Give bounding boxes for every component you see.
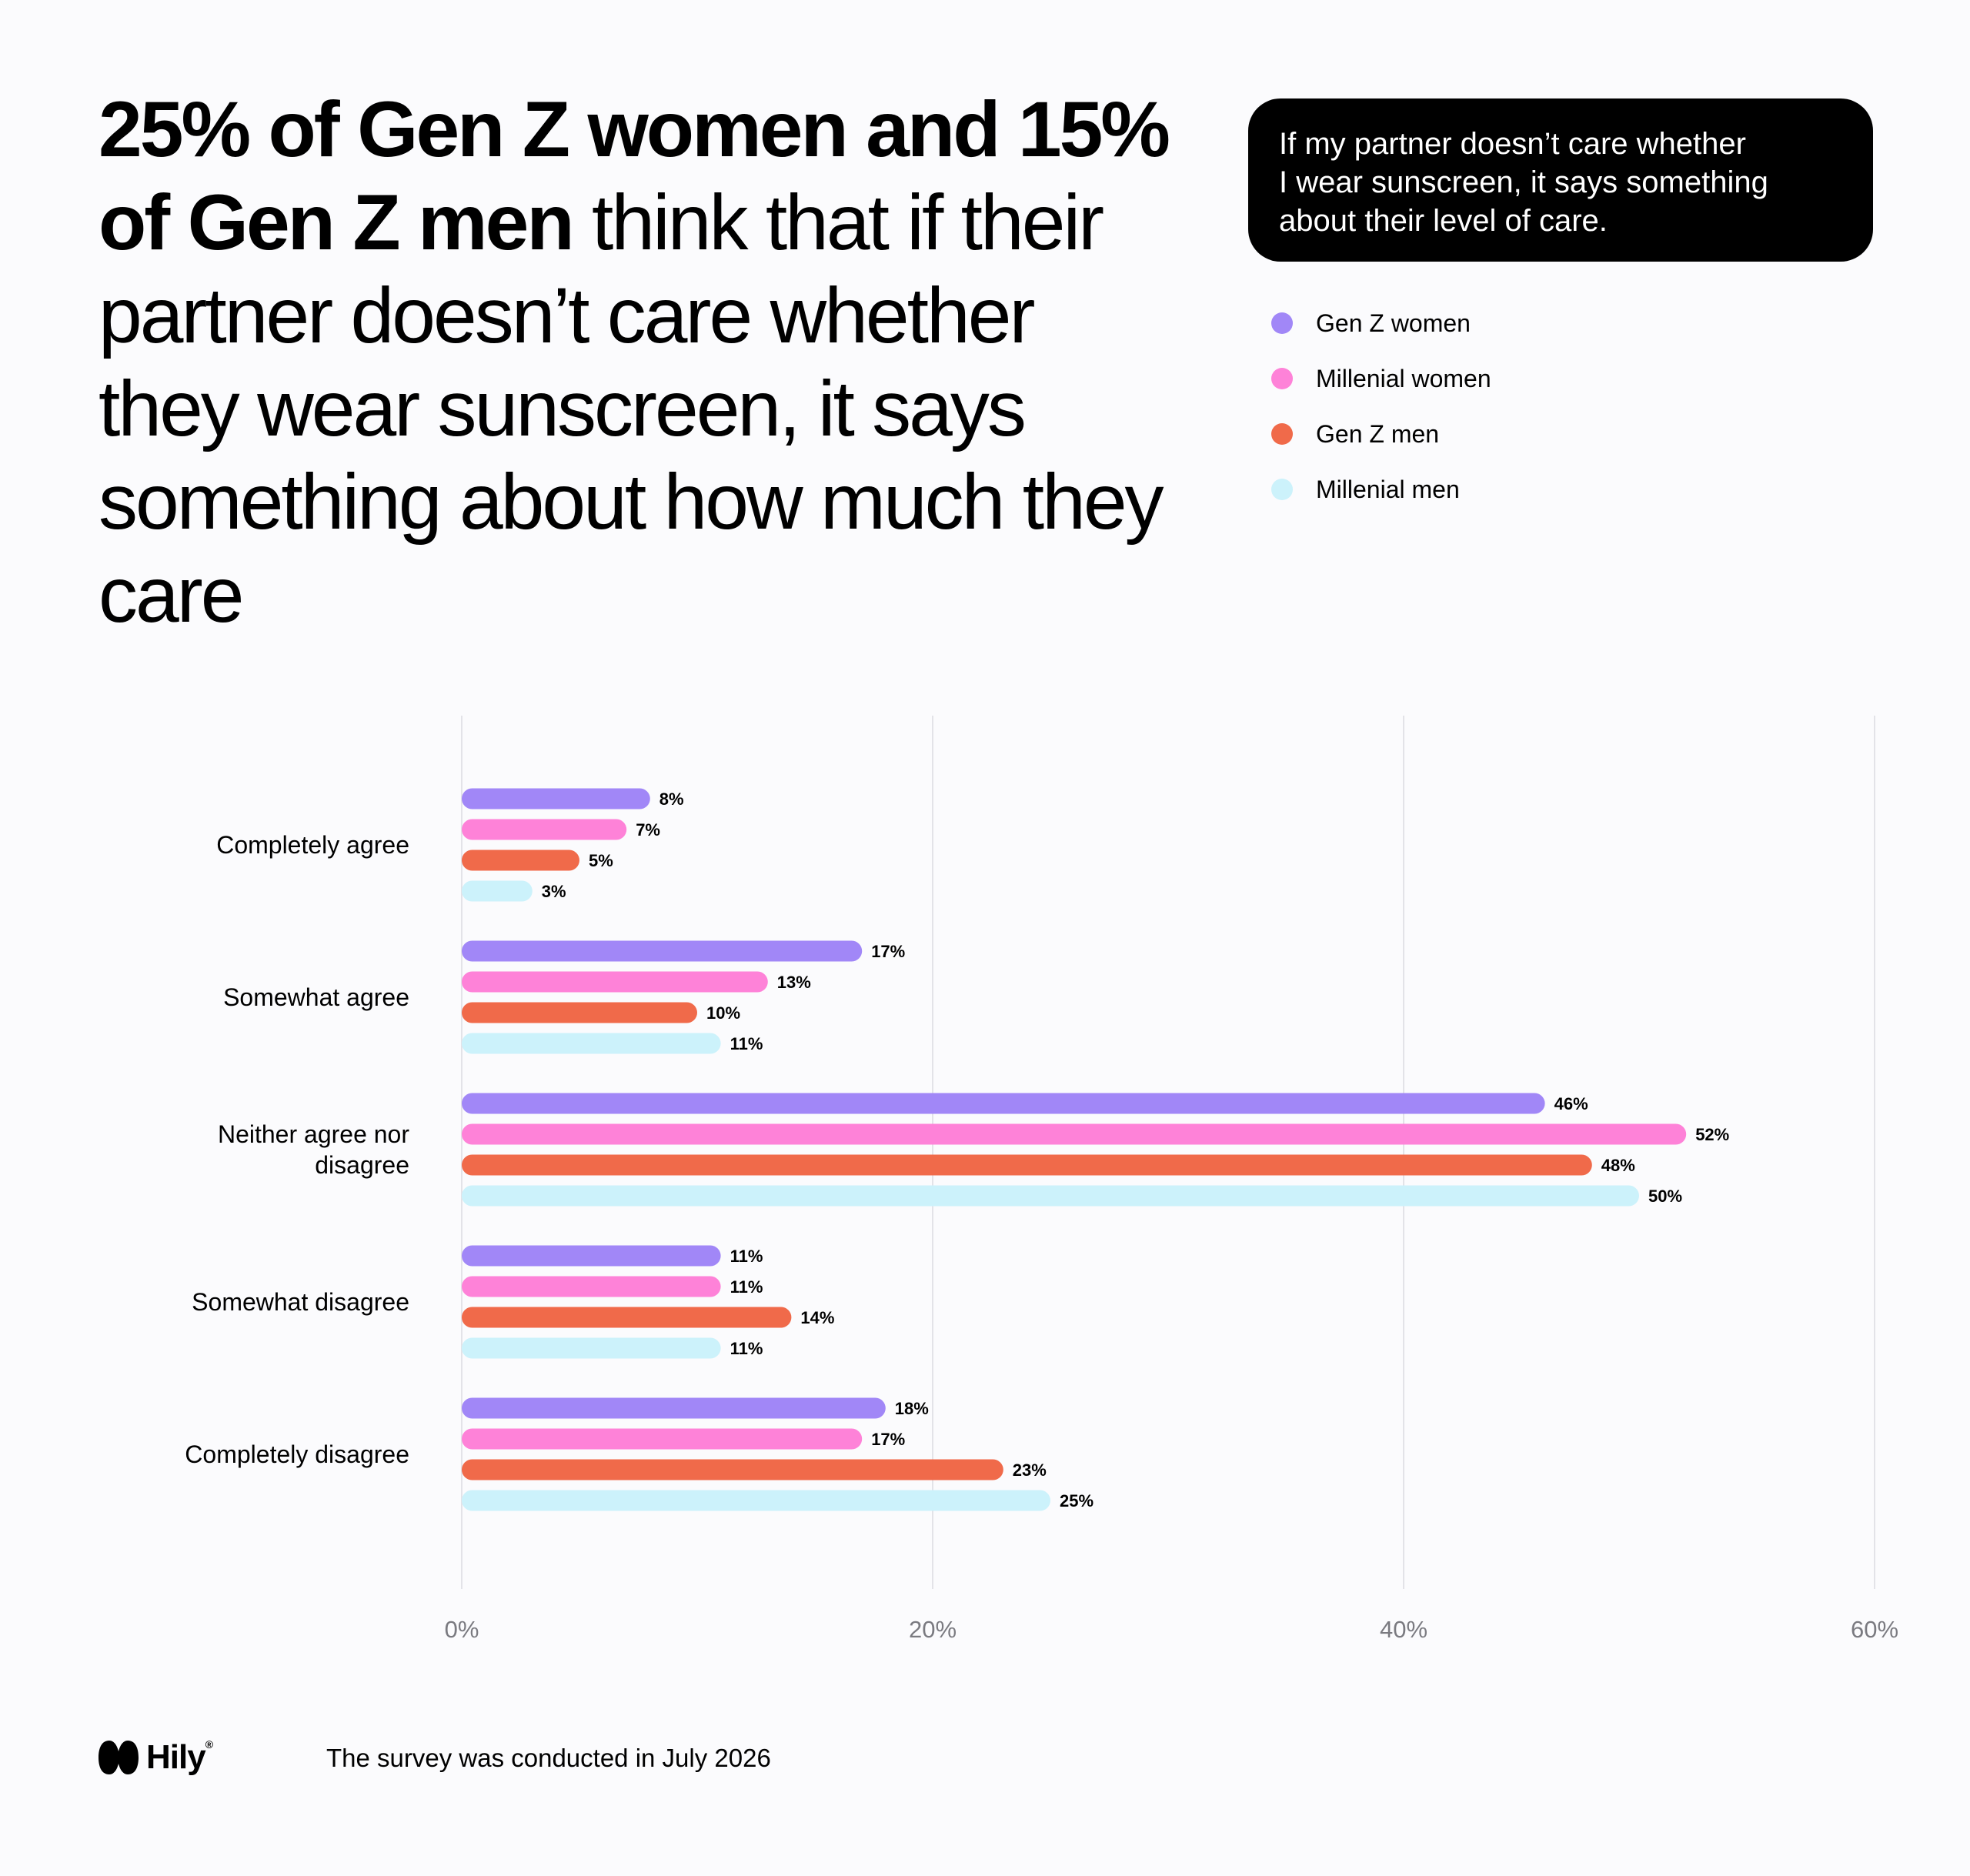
x-tick-label: 60% xyxy=(1851,1616,1898,1643)
bar xyxy=(462,1123,1687,1145)
data-label: 5% xyxy=(589,851,613,870)
data-label: 13% xyxy=(777,973,811,992)
data-label: 11% xyxy=(730,1034,763,1053)
survey-footnote: The survey was conducted in July 2026 xyxy=(326,1744,771,1772)
headline-regular: think that if their partner doesn’t care… xyxy=(98,179,1164,639)
bar xyxy=(462,850,579,871)
legend-swatch xyxy=(1271,312,1293,334)
legend-label: Gen Z women xyxy=(1316,309,1471,337)
data-label: 11% xyxy=(730,1247,763,1266)
bar xyxy=(462,1154,1592,1176)
bar xyxy=(462,1490,1050,1511)
bar xyxy=(462,1033,721,1054)
headline: 25% of Gen Z women and 15% of Gen Z men … xyxy=(98,83,1191,642)
legend-item-millenial-men: Millenial men xyxy=(1271,462,1491,517)
bar xyxy=(462,1093,1545,1114)
bar xyxy=(462,1397,886,1419)
bar-chart: 0% 20% 40% 60% Completely agree 8% 7% 5% 3% Somew… xyxy=(185,716,1898,1643)
data-label: 11% xyxy=(730,1339,763,1358)
bar xyxy=(462,1185,1639,1207)
category-label: Somewhat agree xyxy=(223,983,409,1011)
x-tick-label: 40% xyxy=(1380,1616,1427,1643)
logo-word: Hily xyxy=(146,1738,206,1776)
bar xyxy=(462,788,650,809)
legend-item-gen-z-men: Gen Z men xyxy=(1271,406,1491,462)
bar xyxy=(462,880,533,902)
question-line: I wear sunscreen, it says something xyxy=(1279,165,1768,199)
data-label: 11% xyxy=(730,1277,763,1297)
legend-item-millenial-women: Millenial women xyxy=(1271,351,1491,406)
question-box: If my partner doesn’t care whether I wea… xyxy=(1248,98,1873,262)
registered-mark: ® xyxy=(205,1738,213,1751)
bar xyxy=(462,1245,721,1267)
legend-label: Gen Z men xyxy=(1316,419,1440,448)
legend-label: Millenial women xyxy=(1316,364,1491,392)
logo-text: Hily® xyxy=(146,1738,213,1777)
legend-item-gen-z-women: Gen Z women xyxy=(1271,295,1491,351)
category-label: Completely disagree xyxy=(185,1440,409,1468)
bar xyxy=(462,1307,792,1328)
data-label: 52% xyxy=(1695,1125,1729,1144)
x-tick-label: 0% xyxy=(445,1616,479,1643)
x-tick-label: 20% xyxy=(909,1616,957,1643)
hily-logo: Hily® xyxy=(98,1737,213,1778)
legend: Gen Z women Millenial women Gen Z men Mi… xyxy=(1271,295,1491,517)
bar xyxy=(462,940,863,962)
data-label: 17% xyxy=(871,942,905,961)
legend-swatch xyxy=(1271,368,1293,389)
data-label: 8% xyxy=(659,789,684,809)
data-label: 46% xyxy=(1554,1094,1588,1113)
data-label: 48% xyxy=(1601,1156,1635,1175)
data-label: 10% xyxy=(706,1003,740,1023)
legend-swatch xyxy=(1271,479,1293,500)
question-line: about their level of care. xyxy=(1279,204,1608,238)
data-label: 3% xyxy=(542,882,566,901)
bar xyxy=(462,1276,721,1297)
bar xyxy=(462,819,627,840)
data-label: 23% xyxy=(1013,1460,1047,1480)
bar xyxy=(462,971,768,993)
bar xyxy=(462,1459,1003,1480)
category-label: Completely agree xyxy=(216,831,409,859)
headline-bold: 25% of Gen Z women and 15% of Gen Z men xyxy=(98,85,1170,266)
data-label: 50% xyxy=(1648,1187,1682,1206)
data-label: 25% xyxy=(1060,1491,1094,1510)
data-label: 7% xyxy=(636,820,660,840)
category-label: Neither agree nor disagree xyxy=(218,1120,409,1179)
hily-logo-icon xyxy=(98,1741,139,1774)
bar xyxy=(462,1002,697,1023)
category-label: Somewhat disagree xyxy=(192,1288,409,1316)
legend-label: Millenial men xyxy=(1316,475,1460,503)
question-line: If my partner doesn’t care whether xyxy=(1279,127,1746,161)
data-label: 14% xyxy=(800,1308,834,1327)
data-label: 17% xyxy=(871,1430,905,1449)
bar xyxy=(462,1337,721,1359)
data-label: 18% xyxy=(895,1399,929,1418)
legend-swatch xyxy=(1271,423,1293,445)
bar xyxy=(462,1428,863,1450)
